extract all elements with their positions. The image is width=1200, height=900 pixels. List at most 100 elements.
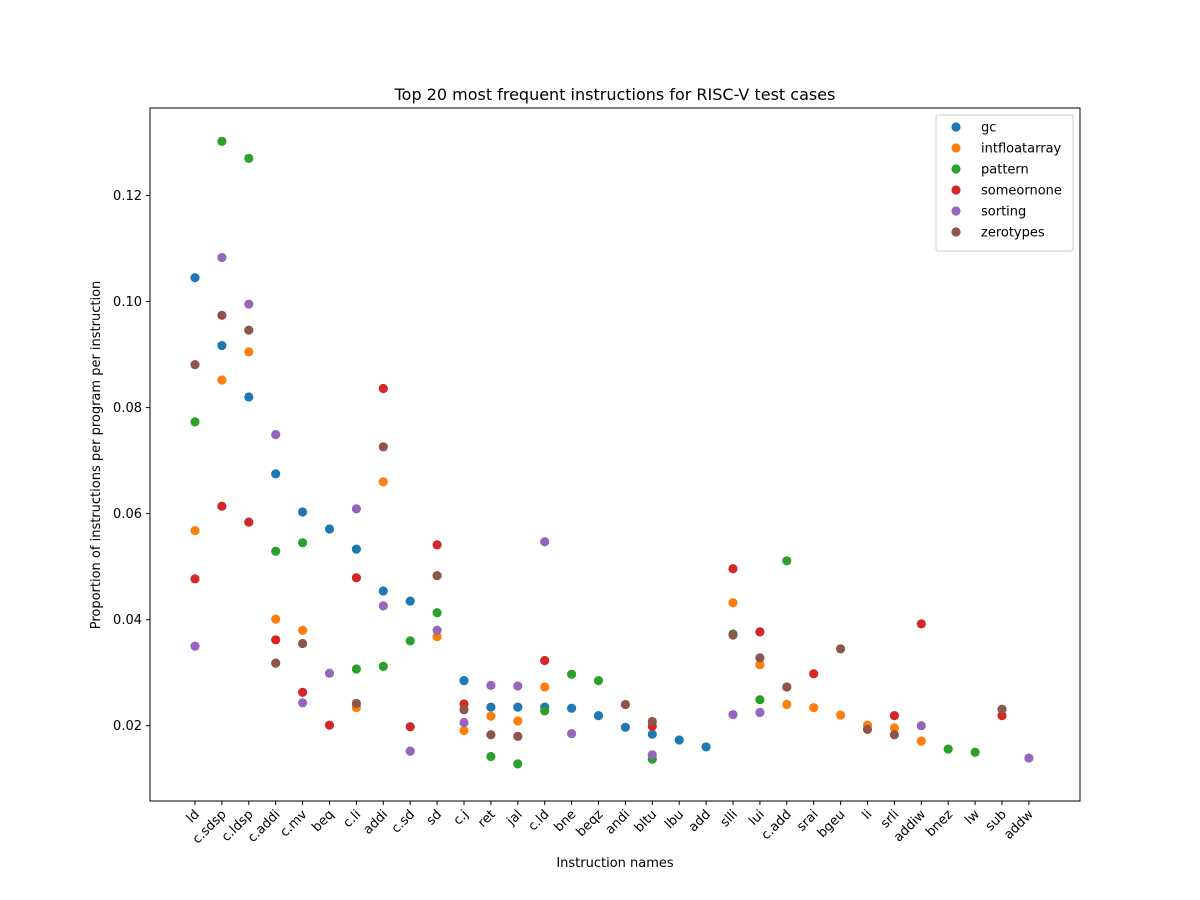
data-point (217, 340, 227, 351)
y-tick-label: 0.12 (113, 189, 142, 204)
data-point (459, 717, 469, 728)
plot-area (149, 107, 1081, 802)
data-point (351, 544, 361, 554)
y-axis-title: Proportion of instructions per program p… (89, 281, 104, 630)
data-point (405, 722, 415, 732)
data-point (513, 716, 523, 726)
data-point (190, 360, 200, 370)
legend-label: gc (981, 121, 996, 136)
legend: gc intfloatarray pattern someornone sorting z… (935, 114, 1074, 252)
data-point (862, 724, 873, 735)
legend-marker (951, 122, 961, 132)
data-point (298, 698, 308, 708)
data-point (540, 537, 550, 547)
data-point (728, 564, 738, 574)
data-point (728, 598, 738, 608)
data-point (271, 614, 281, 624)
data-point (889, 711, 900, 721)
data-point (755, 627, 765, 637)
series-zerotypes (190, 310, 1007, 741)
data-point (486, 751, 496, 762)
data-point (916, 721, 926, 731)
data-point (997, 711, 1007, 721)
y-tick-label: 0.10 (113, 295, 142, 310)
data-point (755, 707, 765, 718)
data-point (459, 705, 469, 715)
data-point (486, 702, 496, 712)
data-point (432, 540, 442, 550)
data-point (647, 750, 657, 760)
data-point (674, 735, 684, 745)
data-point (728, 709, 738, 720)
data-point (540, 682, 550, 692)
data-point (513, 681, 523, 691)
data-point (755, 660, 765, 670)
data-point (459, 676, 469, 686)
data-point (486, 711, 496, 721)
data-point (271, 430, 281, 440)
data-point (190, 273, 200, 283)
data-point (567, 669, 577, 679)
y-tick-label: 0.06 (113, 507, 142, 522)
data-point (567, 729, 577, 739)
legend-label: intfloatarray (981, 142, 1062, 157)
data-point (378, 586, 388, 596)
series-gc (190, 273, 711, 752)
data-point (217, 252, 227, 263)
data-point (1024, 753, 1034, 763)
data-point (432, 625, 442, 635)
data-point (324, 524, 335, 534)
data-point (217, 375, 227, 385)
data-point (298, 507, 308, 517)
data-point (244, 153, 254, 163)
data-point (271, 469, 281, 479)
data-point (486, 680, 496, 691)
data-point (701, 742, 711, 752)
chart-title: Top 20 most frequent instructions for RI… (394, 85, 836, 104)
data-point (298, 538, 308, 548)
y-tick-label: 0.08 (113, 401, 142, 416)
data-point (190, 417, 200, 427)
data-point (459, 725, 469, 736)
data-point (405, 636, 415, 646)
data-point (217, 310, 227, 320)
data-point (889, 723, 900, 733)
legend-label: someornone (981, 184, 1062, 199)
data-point (647, 729, 657, 739)
data-point (298, 687, 308, 697)
data-point (190, 574, 200, 584)
data-point (405, 746, 415, 756)
data-point (513, 731, 523, 741)
data-point (190, 641, 200, 651)
y-tick-label: 0.04 (113, 613, 142, 628)
legend-box (935, 114, 1074, 252)
data-point (378, 661, 388, 671)
data-point (513, 702, 523, 712)
data-point (432, 632, 442, 642)
data-point (324, 668, 335, 678)
data-point (432, 571, 442, 581)
data-point (378, 601, 388, 611)
y-tick-label: 0.02 (113, 719, 142, 734)
data-point (298, 625, 308, 635)
data-point (378, 477, 388, 487)
data-point (217, 136, 227, 147)
legend-label: zerotypes (981, 226, 1045, 241)
data-point (351, 504, 361, 514)
data-point (271, 546, 281, 556)
data-point (593, 711, 604, 721)
data-point (324, 720, 335, 730)
data-point (782, 682, 792, 692)
data-point (916, 736, 926, 746)
legend-marker (951, 164, 961, 174)
data-point (244, 517, 254, 527)
data-point (244, 299, 254, 309)
data-point (378, 383, 388, 394)
data-point (620, 722, 631, 732)
plot-frame (149, 107, 1081, 802)
series-sorting (190, 252, 1034, 763)
legend-label: sorting (981, 205, 1026, 220)
data-point (244, 392, 254, 402)
data-point (540, 706, 550, 716)
